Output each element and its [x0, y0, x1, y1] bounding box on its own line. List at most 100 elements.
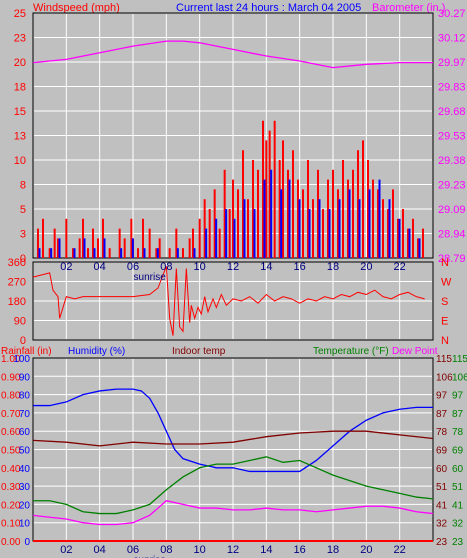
barometer-tick-label: 29.38 — [438, 155, 466, 167]
wind-tick-label: 0 — [20, 253, 26, 265]
rainfall-label: Rainfall (in) — [1, 346, 52, 357]
temperature-line — [33, 456, 434, 515]
rain-tick-label: 0.20 — [1, 500, 21, 511]
temp-tick-label: 41 — [436, 500, 448, 511]
rain-tick-label: 0.10 — [1, 519, 21, 530]
x-tick-label: 14 — [260, 544, 272, 556]
x-tick-label: 20 — [360, 544, 372, 556]
temp-tick-label: 115 — [436, 354, 452, 365]
wind-tick-label: 3 — [20, 229, 26, 241]
rain-tick-label: 1.00 — [1, 354, 21, 365]
wind-tick-label: 25 — [14, 8, 26, 20]
direction-tick-label: 0 — [20, 335, 26, 347]
wind-tick-label: 5 — [20, 204, 26, 216]
humidity-tick-label: 40 — [19, 464, 31, 475]
temp-tick-label: 78 — [436, 427, 448, 438]
compass-tick-label: W — [441, 277, 452, 289]
barometer-line — [32, 40, 433, 69]
sunrise-label: sunrise — [134, 555, 167, 558]
x-tick-label: 12 — [227, 261, 239, 273]
humidity-tick-label: 80 — [19, 391, 31, 402]
x-tick-label: 16 — [294, 261, 306, 273]
dew-tick-label: 41 — [452, 500, 464, 511]
temp-tick-label: 97 — [436, 391, 448, 402]
dew-tick-label: 69 — [452, 446, 464, 457]
humidity-tick-label: 60 — [19, 427, 31, 438]
direction-line — [32, 266, 425, 336]
x-tick-label: 16 — [294, 544, 306, 556]
humidity-tick-label: 90 — [19, 372, 31, 383]
temp-tick-label: 32 — [436, 519, 448, 530]
direction-tick-label: 180 — [8, 296, 26, 308]
compass-tick-label: S — [441, 296, 448, 308]
direction-tick-label: 360 — [8, 257, 26, 269]
humidity-tick-label: 50 — [19, 446, 31, 457]
compass-tick-label: E — [441, 316, 448, 328]
rain-tick-label: 0.40 — [1, 464, 21, 475]
dew-tick-label: 106 — [452, 372, 467, 383]
x-tick-label: 18 — [327, 544, 339, 556]
barometer-tick-label: 29.68 — [438, 106, 466, 118]
dew-tick-label: 32 — [452, 519, 464, 530]
barometer-tick-label: 28.94 — [438, 229, 466, 241]
dew-tick-label: 51 — [452, 482, 464, 493]
humidity-tick-label: 100 — [13, 354, 30, 365]
x-tick-label: 10 — [194, 544, 206, 556]
dew-tick-label: 78 — [452, 427, 464, 438]
wind-tick-label: 10 — [14, 155, 26, 167]
x-tick-label: 04 — [94, 261, 106, 273]
temp-tick-label: 106 — [436, 372, 453, 383]
temp-tick-label: 60 — [436, 464, 448, 475]
dew-tick-label: 87 — [452, 409, 464, 420]
temp-tick-label: 51 — [436, 482, 448, 493]
x-tick-label: 08 — [160, 261, 172, 273]
humidity-tick-label: 20 — [19, 500, 31, 511]
temp-tick-label: 23 — [436, 537, 448, 548]
indoor-temp-label: Indoor temp — [172, 346, 226, 357]
rain-tick-label: 0.00 — [1, 537, 21, 548]
barometer-tick-label: 29.83 — [438, 82, 466, 94]
barometer-tick-label: 29.09 — [438, 204, 466, 216]
barometer-label: Barometer (in.) — [372, 2, 445, 14]
x-tick-label: 18 — [327, 261, 339, 273]
x-tick-label: 14 — [260, 261, 272, 273]
rain-tick-label: 0.90 — [1, 372, 21, 383]
x-tick-label: 08 — [160, 544, 172, 556]
barometer-tick-label: 28.79 — [438, 253, 466, 265]
wind-tick-label: 23 — [14, 33, 26, 45]
temp-tick-label: 69 — [436, 446, 448, 457]
dew-tick-label: 60 — [452, 464, 464, 475]
x-tick-label: 04 — [94, 544, 106, 556]
x-tick-label: 10 — [194, 261, 206, 273]
humidity-tick-label: 0 — [24, 537, 30, 548]
barometer-tick-label: 29.53 — [438, 131, 466, 143]
sunrise-label: sunrise — [134, 272, 167, 283]
humidity-tick-label: 10 — [19, 519, 31, 530]
rain-tick-label: 0.70 — [1, 409, 21, 420]
dew-tick-label: 115 — [452, 354, 467, 365]
rain-tick-label: 0.60 — [1, 427, 21, 438]
compass-tick-label: N — [441, 257, 449, 269]
dew-point-line — [32, 500, 434, 526]
windspeed-label: Windspeed (mph) — [33, 2, 120, 14]
humidity-label: Humidity (%) — [68, 346, 125, 357]
temperature-label: Temperature (°F) — [313, 346, 389, 357]
rain-tick-label: 0.50 — [1, 446, 21, 457]
barometer-tick-label: 29.97 — [438, 57, 466, 69]
wind-tick-label: 15 — [14, 106, 26, 118]
x-tick-label: 12 — [227, 544, 239, 556]
wind-tick-label: 20 — [14, 57, 26, 69]
barometer-tick-label: 30.27 — [438, 8, 466, 20]
direction-tick-label: 90 — [14, 316, 26, 328]
dew-tick-label: 97 — [452, 391, 464, 402]
chart-title: Current last 24 hours : March 04 2005 — [176, 2, 361, 14]
x-tick-label: 20 — [360, 261, 372, 273]
x-tick-label: 22 — [394, 544, 406, 556]
direction-tick-label: 270 — [8, 277, 26, 289]
temp-tick-label: 87 — [436, 409, 448, 420]
dewpoint-label: Dew Point — [392, 346, 438, 357]
humidity-tick-label: 30 — [19, 482, 31, 493]
indoor-temp-line — [32, 430, 434, 447]
wind-tick-label: 13 — [14, 131, 26, 143]
